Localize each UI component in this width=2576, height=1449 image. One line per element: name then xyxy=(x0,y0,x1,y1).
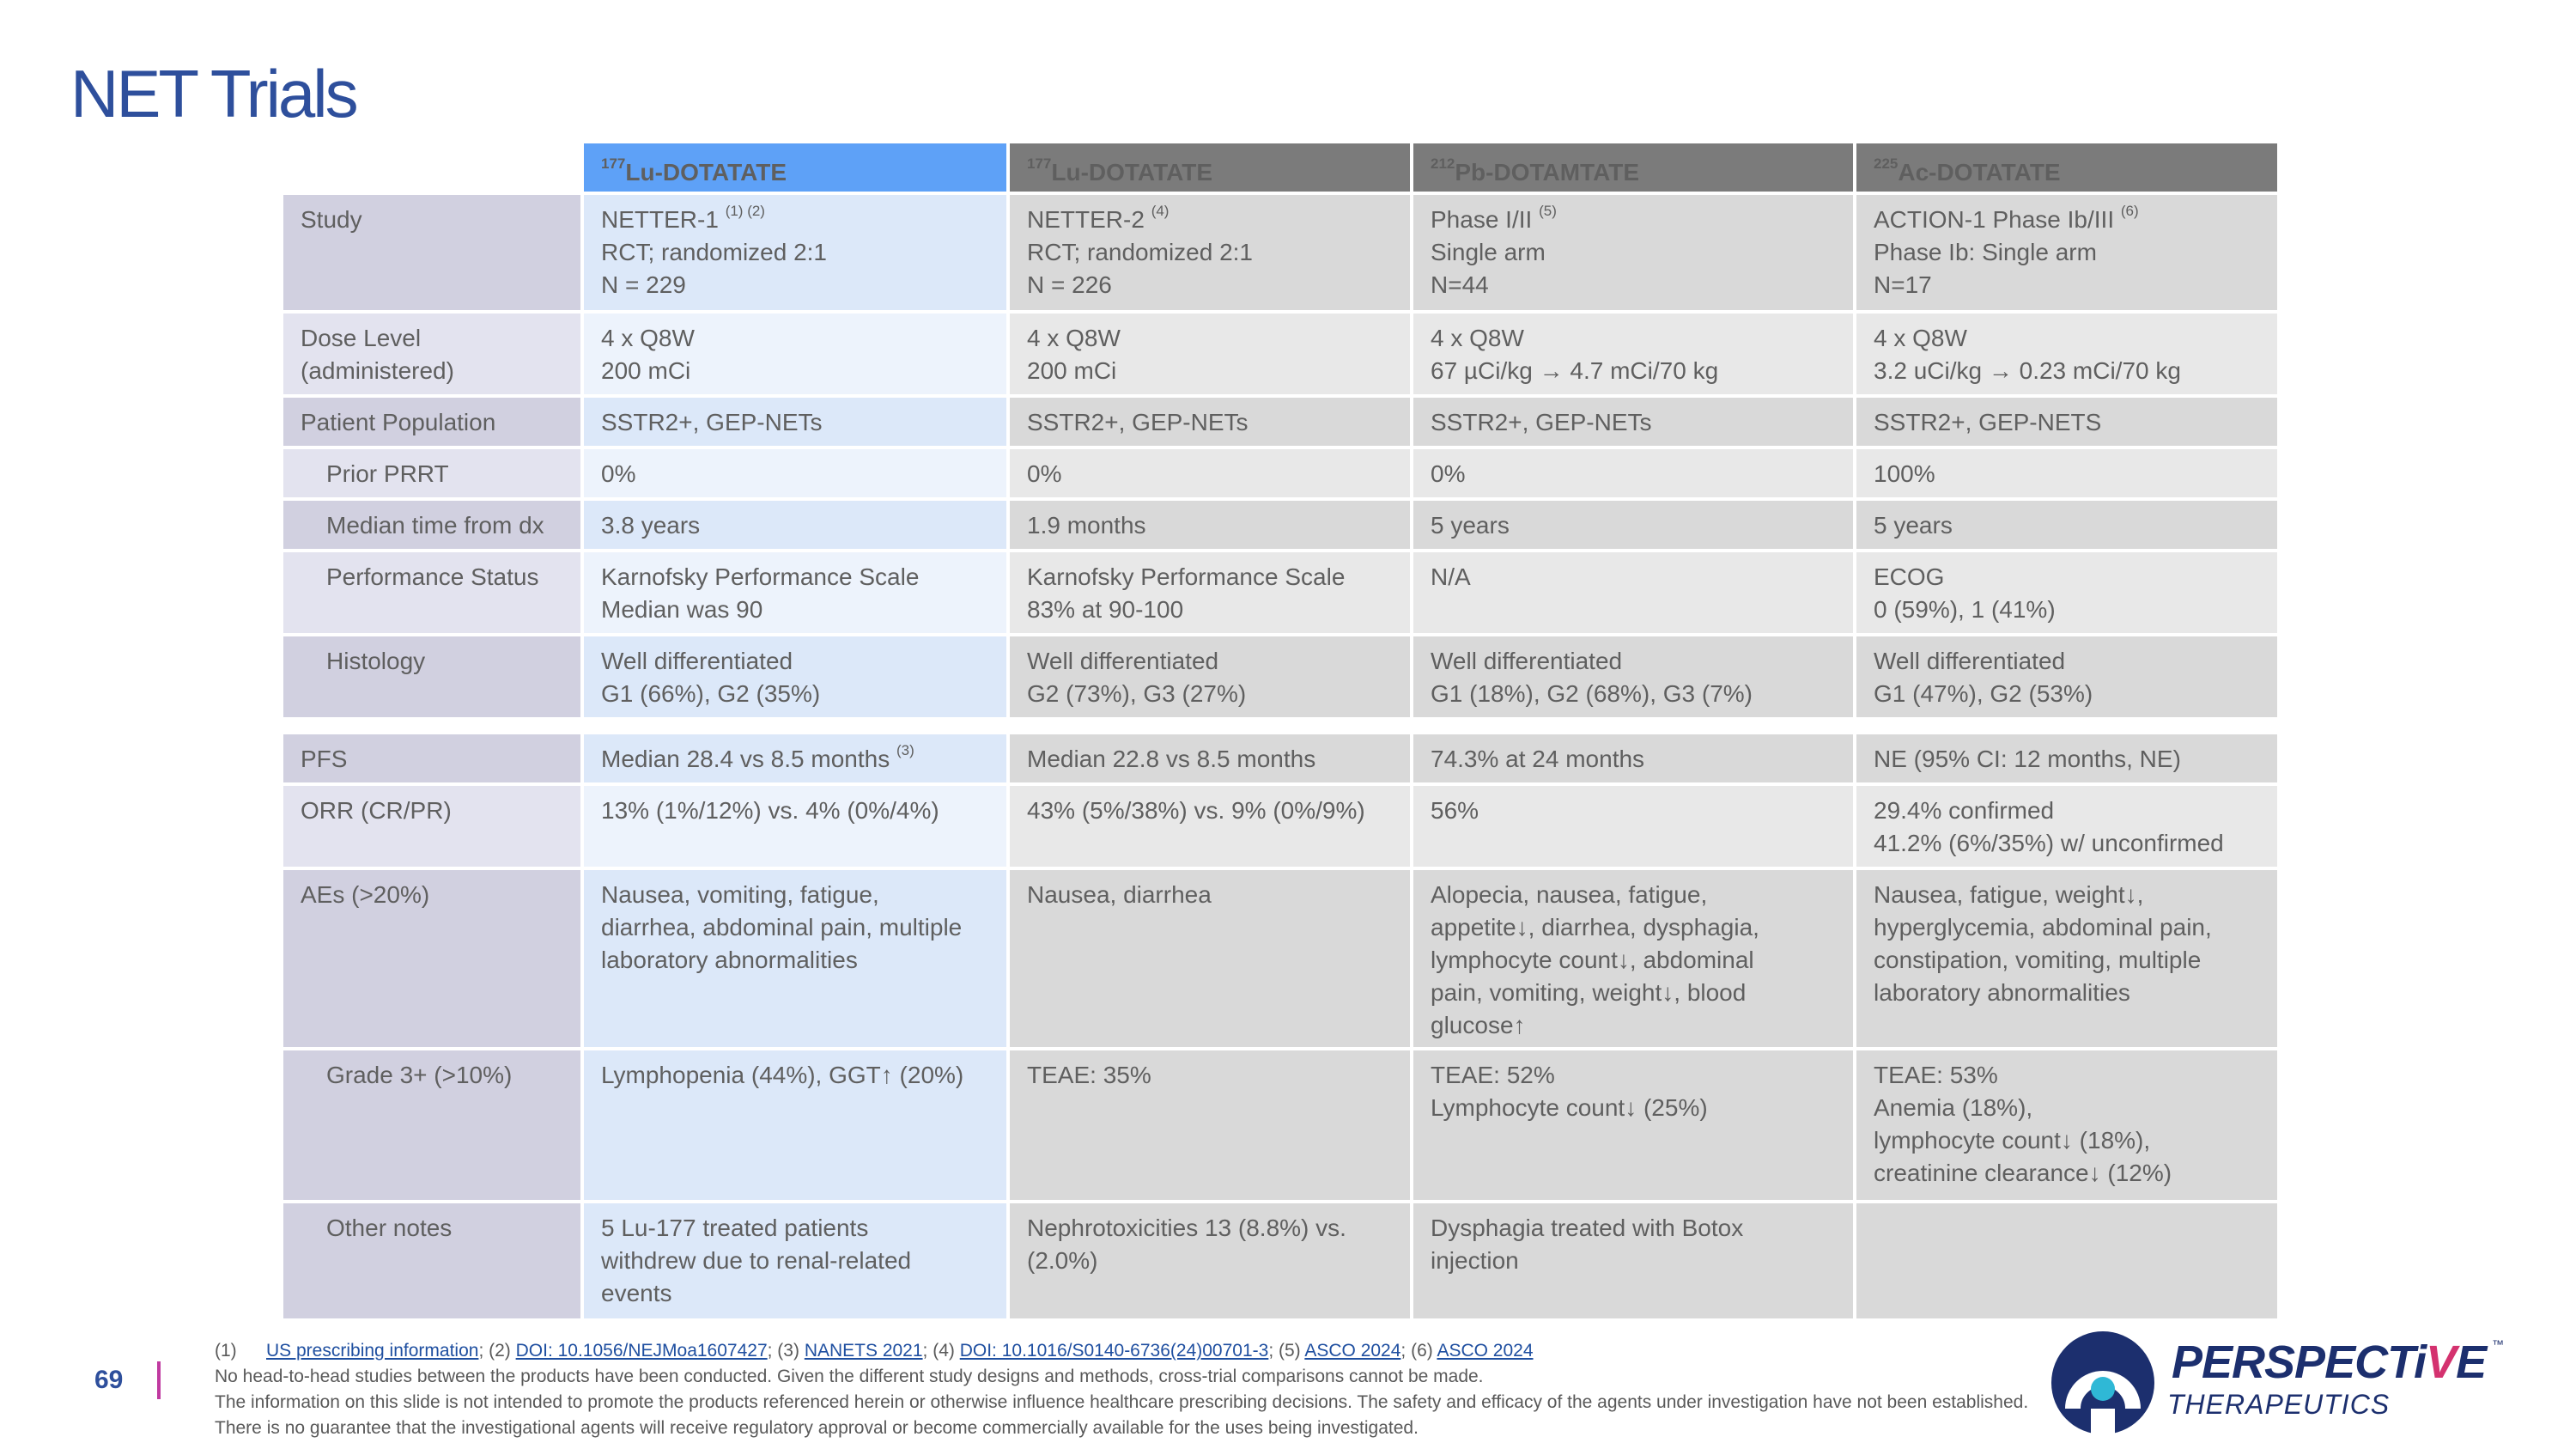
table-row-study: Study NETTER-1 (1) (2) RCT; randomized 2:… xyxy=(283,195,2277,310)
table-cell: NETTER-2 (4) RCT; randomized 2:1 N = 226 xyxy=(1010,195,1410,310)
logo-subtitle: THERAPEUTICS xyxy=(2167,1389,2391,1420)
table-cell: 43% (5%/38%) vs. 9% (0%/9%) xyxy=(1010,786,1410,867)
table-cell: ECOG 0 (59%), 1 (41%) xyxy=(1856,552,2277,633)
table-cell: TEAE: 52% Lymphocyte count↓ (25%) xyxy=(1413,1050,1853,1200)
table-cell: 56% xyxy=(1413,786,1853,867)
row-label: Median time from dx xyxy=(283,501,580,549)
footer-divider xyxy=(157,1361,161,1399)
logo-wordmark: PERSPECTiVE xyxy=(2172,1336,2487,1388)
ref-link-1[interactable]: US prescribing information xyxy=(266,1341,479,1361)
table-header-row: 177Lu-DOTATATE 177Lu-DOTATATE 212Pb-DOTA… xyxy=(283,143,2277,192)
row-label: Study xyxy=(283,195,580,310)
table-row-other: Other notes 5 Lu-177 treated patients wit… xyxy=(283,1203,2277,1318)
table-cell: Well differentiated G2 (73%), G3 (27%) xyxy=(1010,636,1410,717)
table-cell: Alopecia, nausea, fatigue, appetite↓, dia… xyxy=(1413,870,1853,1047)
table-cell: 4 x Q8W 200 mCi xyxy=(584,314,1006,394)
table-cell: 5 Lu-177 treated patients withdrew due to… xyxy=(584,1203,1006,1318)
table-cell: 0% xyxy=(584,449,1006,497)
ref-link-2[interactable]: DOI: 10.1056/NEJMoa1607427 xyxy=(515,1341,768,1361)
row-label: Patient Population xyxy=(283,398,580,446)
references-line: (1) US prescribing information; (2) DOI: … xyxy=(215,1341,1534,1361)
table-cell: NE (95% CI: 12 months, NE) xyxy=(1856,734,2277,782)
table-cell: Nausea, diarrhea xyxy=(1010,870,1410,1047)
table-cell: Lymphopenia (44%), GGT↑ (20%) xyxy=(584,1050,1006,1200)
table-row-aes: AEs (>20%) Nausea, vomiting, fatigue, dia… xyxy=(283,870,2277,1047)
ref-link-4[interactable]: DOI: 10.1016/S0140-6736(24)00701-3 xyxy=(959,1341,1269,1361)
table-row-pfs: PFS Median 28.4 vs 8.5 months (3) Median… xyxy=(283,734,2277,782)
row-label: Prior PRRT xyxy=(283,449,580,497)
table-cell: Nephrotoxicities 13 (8.8%) vs. (2.0%) xyxy=(1010,1203,1410,1318)
footnotes: (1) US prescribing information; (2) DOI: … xyxy=(215,1338,2061,1441)
table-cell: 13% (1%/12%) vs. 4% (0%/4%) xyxy=(584,786,1006,867)
row-label: Histology xyxy=(283,636,580,717)
table-row-dose: Dose Level (administered) 4 x Q8W 200 mCi … xyxy=(283,314,2277,394)
table-cell: Dysphagia treated with Botox injection xyxy=(1413,1203,1853,1318)
logo-trademark: ™ xyxy=(2492,1337,2504,1351)
table-cell: ACTION-1 Phase Ib/III (6) Phase Ib: Singl… xyxy=(1856,195,2277,310)
table-cell: SSTR2+, GEP-NETS xyxy=(1856,398,2277,446)
header-pb-dotamtate: 212Pb-DOTAMTATE xyxy=(1413,143,1853,192)
table-cell: 0% xyxy=(1010,449,1410,497)
net-trials-table: 177Lu-DOTATATE 177Lu-DOTATATE 212Pb-DOTA… xyxy=(280,140,2281,1322)
disclaimer-1: No head-to-head studies between the prod… xyxy=(215,1367,1484,1386)
logo-mark-icon xyxy=(2051,1331,2154,1439)
table-cell: SSTR2+, GEP-NETs xyxy=(584,398,1006,446)
header-lu-dotatate-netter1: 177Lu-DOTATATE xyxy=(584,143,1006,192)
table-spacer xyxy=(283,721,2277,731)
table-row-population: Patient Population SSTR2+, GEP-NETs SSTR… xyxy=(283,398,2277,446)
row-label: AEs (>20%) xyxy=(283,870,580,1047)
table-cell: 4 x Q8W 3.2 uCi/kg → 0.23 mCi/70 kg xyxy=(1856,314,2277,394)
table-cell: 5 years xyxy=(1856,501,2277,549)
header-lu-dotatate-netter2: 177Lu-DOTATATE xyxy=(1010,143,1410,192)
disclaimer-2: The information on this slide is not int… xyxy=(215,1392,2029,1438)
header-ac-dotatate: 225Ac-DOTATATE xyxy=(1856,143,2277,192)
table-cell: Well differentiated G1 (18%), G2 (68%), G… xyxy=(1413,636,1853,717)
table-row-grade3: Grade 3+ (>10%) Lymphopenia (44%), GGT↑ … xyxy=(283,1050,2277,1200)
row-label: ORR (CR/PR) xyxy=(283,786,580,867)
row-label: Grade 3+ (>10%) xyxy=(283,1050,580,1200)
table-cell: TEAE: 35% xyxy=(1010,1050,1410,1200)
ref-link-3[interactable]: NANETS 2021 xyxy=(804,1341,923,1361)
table-cell: 5 years xyxy=(1413,501,1853,549)
table-row-histology: Histology Well differentiated G1 (66%), G… xyxy=(283,636,2277,717)
company-logo: PERSPECTiVE ™ THERAPEUTICS xyxy=(2047,1327,2504,1439)
table-cell: Karnofsky Performance Scale Median was 90 xyxy=(584,552,1006,633)
table-cell: Median 22.8 vs 8.5 months xyxy=(1010,734,1410,782)
table-cell: Nausea, vomiting, fatigue, diarrhea, abdo… xyxy=(584,870,1006,1047)
table-cell: 4 x Q8W 200 mCi xyxy=(1010,314,1410,394)
table-cell: Well differentiated G1 (66%), G2 (35%) xyxy=(584,636,1006,717)
table-cell: NETTER-1 (1) (2) RCT; randomized 2:1 N = 2… xyxy=(584,195,1006,310)
table-cell: 3.8 years xyxy=(584,501,1006,549)
table-cell: SSTR2+, GEP-NETs xyxy=(1413,398,1853,446)
table-cell: 4 x Q8W 67 µCi/kg → 4.7 mCi/70 kg xyxy=(1413,314,1853,394)
table-cell: 29.4% confirmed 41.2% (6%/35%) w/ unconfi… xyxy=(1856,786,2277,867)
table-cell: 1.9 months xyxy=(1010,501,1410,549)
page-title: NET Trials xyxy=(70,56,359,131)
table-cell: Well differentiated G1 (47%), G2 (53%) xyxy=(1856,636,2277,717)
table-row-median-time: Median time from dx 3.8 years 1.9 months… xyxy=(283,501,2277,549)
table-cell: Phase I/II (5) Single arm N=44 xyxy=(1413,195,1853,310)
page-number: 69 xyxy=(94,1366,124,1394)
row-label: Dose Level (administered) xyxy=(283,314,580,394)
ref-link-5[interactable]: ASCO 2024 xyxy=(1304,1341,1401,1361)
table-cell: Karnofsky Performance Scale 83% at 90-100 xyxy=(1010,552,1410,633)
table-cell: 100% xyxy=(1856,449,2277,497)
table-row-performance: Performance Status Karnofsky Performance… xyxy=(283,552,2277,633)
table-row-prior-prrt: Prior PRRT 0% 0% 0% 100% xyxy=(283,449,2277,497)
row-label: PFS xyxy=(283,734,580,782)
row-label: Performance Status xyxy=(283,552,580,633)
row-label: Other notes xyxy=(283,1203,580,1318)
table-cell: Median 28.4 vs 8.5 months (3) xyxy=(584,734,1006,782)
table-cell: 0% xyxy=(1413,449,1853,497)
table-cell: N/A xyxy=(1413,552,1853,633)
table-cell: 74.3% at 24 months xyxy=(1413,734,1853,782)
table-cell: Nausea, fatigue, weight↓, hyperglycemia, … xyxy=(1856,870,2277,1047)
ref-link-6[interactable]: ASCO 2024 xyxy=(1437,1341,1534,1361)
table-cell: SSTR2+, GEP-NETs xyxy=(1010,398,1410,446)
table-cell: TEAE: 53% Anemia (18%), lymphocyte count↓ … xyxy=(1856,1050,2277,1200)
table-row-orr: ORR (CR/PR) 13% (1%/12%) vs. 4% (0%/4%) … xyxy=(283,786,2277,867)
table-cell xyxy=(1856,1203,2277,1318)
